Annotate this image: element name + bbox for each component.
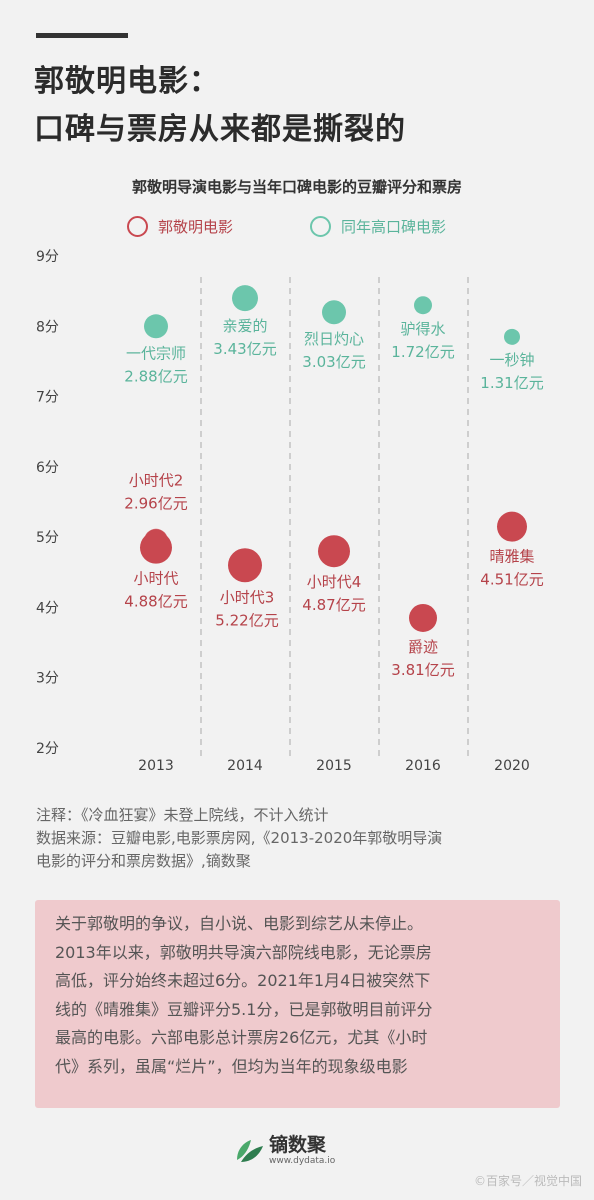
point-box-office-label: 4.51亿元 [480, 571, 543, 589]
leaf-logo-icon [237, 1140, 263, 1162]
same-year-film-point [144, 314, 168, 339]
summary-line: 最高的电影。六部电影总计票房26亿元，尤其《小时 [55, 1028, 428, 1047]
point-box-office-label: 3.03亿元 [302, 353, 365, 371]
point-title-label: 小时代4 [307, 573, 362, 591]
point-title-label: 一秒钟 [489, 351, 534, 369]
watermark: ©百家号／视觉中国 [473, 1174, 582, 1188]
y-tick-label: 4分 [36, 600, 59, 616]
point-title-label: 小时代3 [220, 588, 275, 606]
point-title-label: 亲爱的 [222, 317, 267, 335]
summary-line: 关于郭敬明的争议，自小说、电影到综艺从未停止。 [55, 914, 424, 933]
brand-name: 镝数聚 [269, 1134, 327, 1156]
same-year-film-point [322, 300, 346, 325]
point-title-label: 驴得水 [400, 320, 445, 338]
guo-film-point [409, 603, 437, 632]
point-title-label: 一代宗师 [126, 344, 186, 362]
source-line-cont: 电影的评分和票房数据》,镝数聚 [36, 852, 251, 870]
guo-film-point [497, 511, 527, 542]
guo-film-point [318, 535, 350, 568]
legend-guo-films: 郭敬明电影 [127, 211, 233, 241]
x-tick-label: 2013 [138, 758, 174, 774]
legend-same-year-films: 同年高口碑电影 [310, 211, 446, 241]
point-box-office-label: 1.72亿元 [391, 343, 454, 361]
summary-line: 线的《晴雅集》豆瓣评分5.1分，已是郭敬明目前评分 [55, 999, 433, 1019]
x-tick-label: 2015 [316, 758, 352, 774]
brand-footer: 镝数聚 www.dydata.io [233, 1134, 335, 1166]
y-tick-label: 7分 [36, 390, 59, 406]
y-tick-label: 5分 [36, 530, 59, 546]
point-box-office-label: 5.22亿元 [215, 611, 278, 629]
y-tick-label: 6分 [36, 460, 59, 476]
same-year-film-point [232, 285, 258, 312]
summary-line: 高低，评分始终未超过6分。2021年1月4日被突然下 [55, 971, 431, 990]
notes-block: 注释：《冷血狂宴》未登上院线，不计入统计 数据来源：豆瓣电影,电影票房网,《20… [36, 804, 556, 873]
y-tick-label: 9分 [36, 249, 59, 265]
y-tick-label: 2分 [36, 741, 59, 757]
brand-url: www.dydata.io [269, 1156, 336, 1166]
point-title-label: 小时代2 [129, 472, 184, 490]
summary-line: 2013年以来，郭敬明共导演六部院线电影，无论票房 [55, 942, 432, 962]
summary-line: 代》系列，虽属“烂片”，但均为当年的现象级电影 [55, 1056, 408, 1076]
legend-guo-circle-icon [127, 215, 148, 237]
guo-film-point [140, 531, 172, 564]
point-box-office-label: 1.31亿元 [480, 374, 543, 392]
point-box-office-label: 2.96亿元 [124, 495, 187, 513]
legend-guo-label: 郭敬明电影 [158, 217, 234, 236]
point-box-office-label: 2.88亿元 [124, 367, 187, 385]
same-year-film-point [414, 296, 432, 315]
point-title-label: 爵迹 [408, 638, 438, 656]
source-line: 数据来源：豆瓣电影,电影票房网,《2013-2020年郭敬明导演 [36, 829, 443, 847]
legend-same-year-circle-icon [310, 215, 331, 237]
point-box-office-label: 4.88亿元 [124, 593, 187, 611]
point-box-office-label: 3.43亿元 [213, 340, 276, 358]
headline-line-2: 口碑与票房从来都是撕裂的 [34, 112, 406, 147]
y-tick-label: 8分 [36, 319, 59, 335]
point-title-label: 晴雅集 [489, 548, 534, 566]
y-tick-label: 3分 [36, 671, 59, 687]
point-box-office-label: 3.81亿元 [391, 661, 454, 679]
summary-box: 关于郭敬明的争议，自小说、电影到综艺从未停止。 2013年以来，郭敬明共导演六部… [35, 900, 560, 1108]
point-title-label: 烈日灼心 [304, 330, 364, 348]
x-tick-label: 2020 [494, 758, 530, 774]
same-year-film-point [504, 328, 520, 345]
x-tick-label: 2016 [405, 758, 441, 774]
point-title-label: 小时代 [133, 570, 178, 588]
point-box-office-label: 4.87亿元 [302, 596, 365, 614]
legend-same-year-label: 同年高口碑电影 [341, 217, 447, 236]
chart-title: 郭敬明导演电影与当年口碑电影的豆瓣评分和票房 [131, 178, 462, 196]
guo-film-point [228, 548, 262, 583]
top-accent-bar [36, 33, 128, 38]
note-line: 注释：《冷血狂宴》未登上院线，不计入统计 [36, 806, 329, 824]
headline-line-1: 郭敬明电影： [34, 64, 220, 99]
x-tick-label: 2014 [227, 758, 263, 774]
